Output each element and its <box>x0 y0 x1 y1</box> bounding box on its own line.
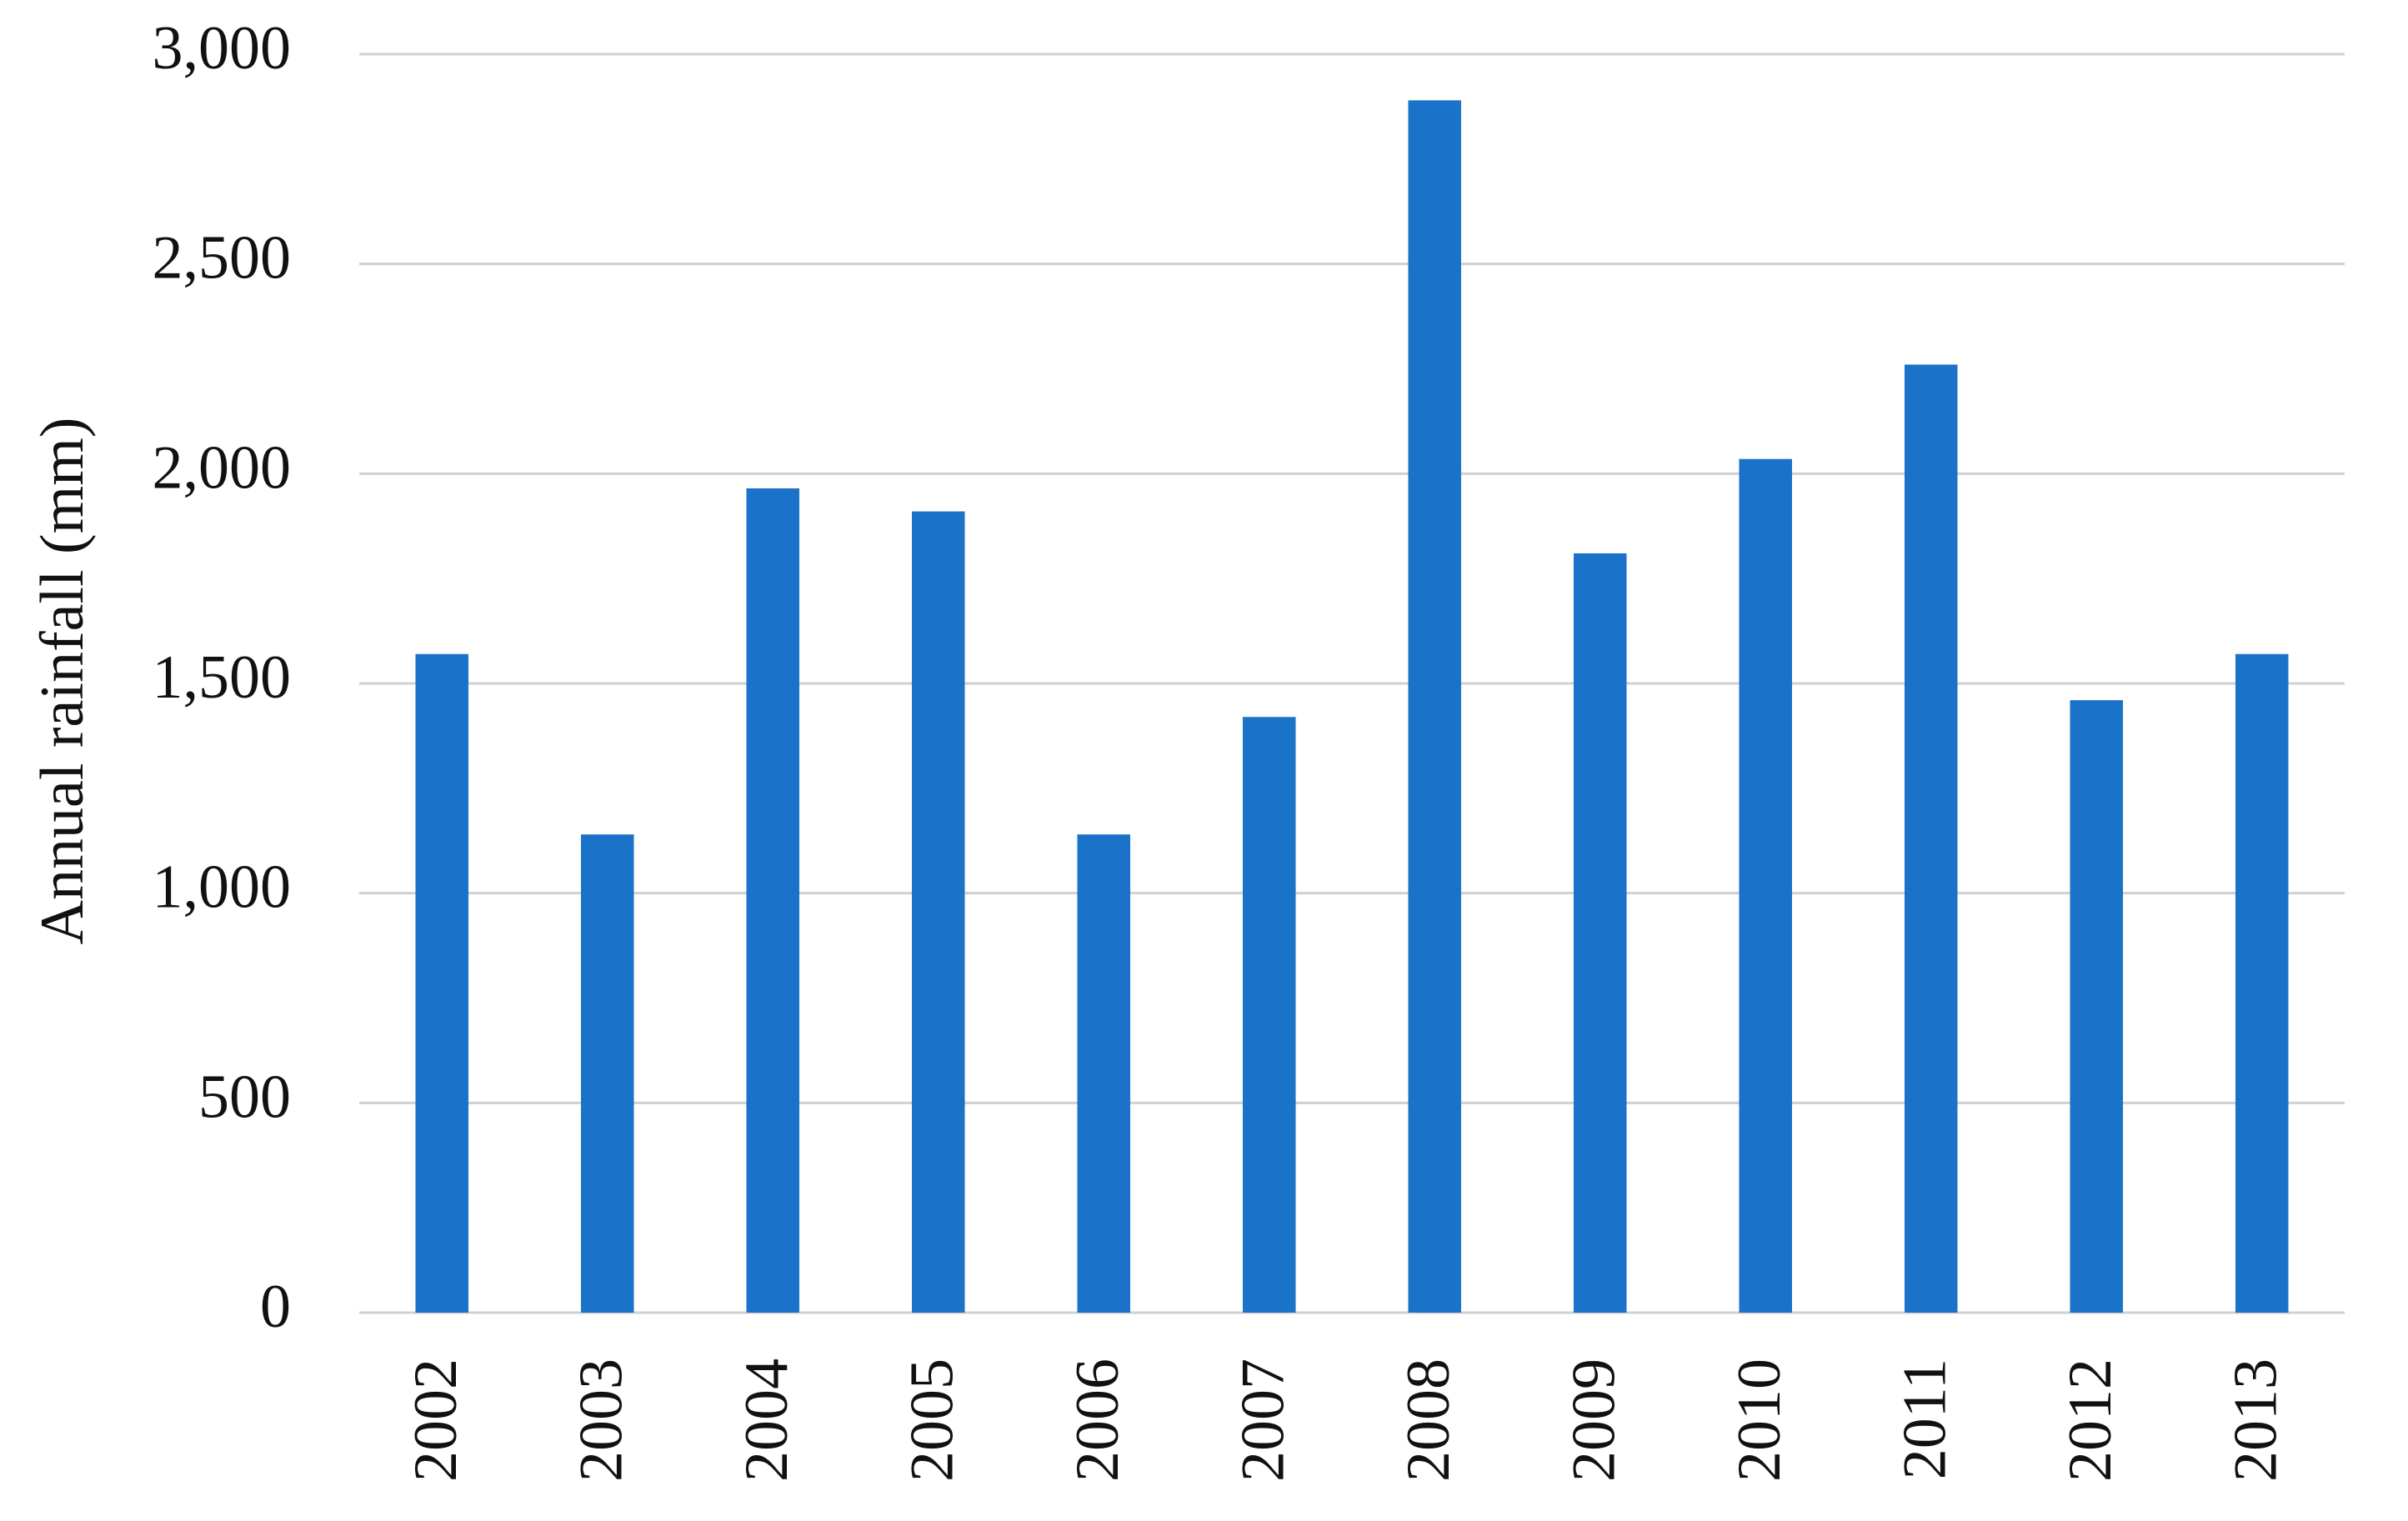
bar <box>1739 458 1793 1313</box>
y-tick-label: 2,000 <box>153 433 292 502</box>
bar <box>1242 717 1296 1313</box>
x-tick-label: 2005 <box>899 1358 967 1482</box>
y-tick-label: 1,500 <box>153 643 292 712</box>
x-tick-label: 2006 <box>1064 1358 1132 1482</box>
y-tick-label: 500 <box>198 1063 291 1131</box>
bar <box>1408 100 1462 1313</box>
y-axis-title: Annual rainfall (mm) <box>28 418 97 945</box>
x-tick-label: 2010 <box>1725 1358 1794 1482</box>
y-tick-label: 1,000 <box>153 853 292 922</box>
bar <box>1077 834 1131 1313</box>
bar <box>1904 364 1958 1313</box>
bar <box>415 653 469 1313</box>
x-tick-label: 2009 <box>1560 1358 1629 1482</box>
x-tick-label: 2002 <box>402 1358 470 1482</box>
bar <box>911 511 965 1313</box>
bar <box>2070 700 2124 1313</box>
y-tick-label: 3,000 <box>153 14 292 83</box>
x-tick-label: 2013 <box>2222 1358 2290 1482</box>
bar <box>2235 653 2289 1313</box>
x-tick-label: 2007 <box>1229 1358 1298 1482</box>
x-tick-label: 2003 <box>568 1358 636 1482</box>
x-tick-label: 2012 <box>2056 1358 2125 1482</box>
x-tick-label: 2004 <box>733 1358 801 1482</box>
bar <box>746 488 800 1313</box>
bar <box>1573 553 1627 1313</box>
x-tick-label: 2008 <box>1394 1358 1463 1482</box>
x-tick-label: 2011 <box>1891 1358 1960 1479</box>
y-tick-label: 0 <box>260 1273 291 1341</box>
y-tick-label: 2,500 <box>153 224 292 293</box>
bar <box>580 834 634 1313</box>
